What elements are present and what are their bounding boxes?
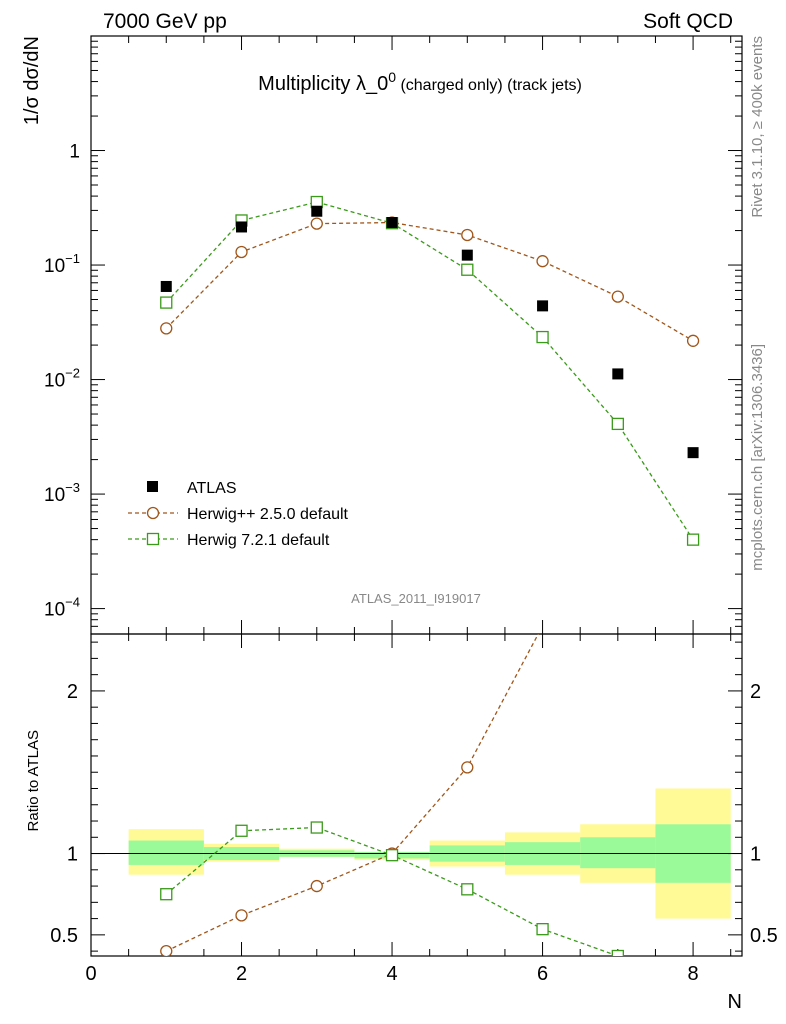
- atlas-point: [537, 300, 549, 312]
- herwigpp-line-top: [165, 221, 694, 342]
- herwig7-point-ratio: [310, 821, 323, 834]
- bottom-plot-frame: [90, 633, 743, 957]
- herwig7-point-ratio: [461, 883, 474, 896]
- herwig7-point-ratio: [235, 824, 248, 837]
- y-tick-label-bottom: 1: [67, 844, 78, 866]
- chart-title-sub: (charged only) (track jets): [396, 77, 582, 94]
- x-axis-label: N: [728, 991, 742, 1013]
- band-stat-1: [128, 840, 204, 865]
- y-tick-base: 10: [44, 256, 65, 277]
- y-tick-exponent: −3: [65, 480, 80, 495]
- y-axis-label-bottom: Ratio to ATLAS: [25, 730, 42, 831]
- herwig7-line-top: [165, 201, 694, 541]
- y-tick-base: 10: [44, 600, 65, 621]
- y-tick-label-bottom: 0.5: [50, 925, 78, 947]
- y-tick-label-top: 10−2: [44, 366, 80, 392]
- herwigpp-line-ratio: [165, 634, 539, 952]
- herwigpp-point-ratio: [235, 909, 248, 922]
- legend: ATLAS Herwig++ 2.5.0 default Herwig 7.2.…: [128, 480, 349, 549]
- y-tick-exponent: −2: [65, 366, 80, 381]
- herwig7-point-top: [536, 330, 549, 344]
- y-tick-label-bottom-right: 2: [750, 681, 761, 703]
- chart-title-superscript: 0: [388, 69, 396, 85]
- x-tick-label: 6: [537, 963, 548, 985]
- y-tick-label-top: 10−1: [44, 251, 80, 277]
- header-right-label: Soft QCD: [643, 10, 733, 33]
- x-tick-label: 8: [688, 963, 699, 985]
- legend-herwigpp-marker: [146, 506, 160, 520]
- main-plot-series: [160, 195, 700, 546]
- y-tick-base: 1: [69, 142, 80, 163]
- herwigpp-point-ratio: [461, 761, 474, 774]
- herwig7-point-top: [160, 296, 173, 309]
- atlas-point: [687, 447, 699, 459]
- herwig7-line-ratio: [165, 826, 620, 956]
- herwigpp-point-top: [536, 255, 549, 268]
- herwigpp-point-top: [160, 322, 173, 335]
- y-tick-exponent: −4: [65, 595, 80, 610]
- mcplots-label: mcplots.cern.ch [arXiv:1306.3436]: [749, 344, 766, 571]
- chart-title-main: Multiplicity λ_0: [258, 73, 388, 95]
- herwigpp-point-top: [310, 217, 323, 230]
- legend-atlas-label: ATLAS: [187, 480, 237, 497]
- herwigpp-point-top: [235, 245, 248, 259]
- herwigpp-point-top: [686, 334, 700, 347]
- y-tick-label-bottom: 2: [67, 681, 78, 703]
- herwig7-point-ratio: [611, 949, 624, 956]
- header-left-label: 7000 GeV pp: [103, 10, 227, 33]
- chart-title: Multiplicity λ_00 (charged only) (track …: [258, 69, 582, 95]
- axes: 0 2 4 6 810−410−310−210−110.5 0.51 12 2: [44, 35, 778, 985]
- y-tick-label-top: 10−3: [44, 480, 80, 506]
- atlas-point: [311, 205, 323, 217]
- atlas-point: [612, 368, 624, 380]
- herwig7-point-top: [686, 533, 700, 546]
- herwig7-point-ratio: [160, 888, 173, 901]
- y-tick-base: 10: [44, 371, 65, 392]
- x-tick-label: 4: [386, 963, 397, 985]
- analysis-id: ATLAS_2011_I919017: [351, 591, 481, 606]
- atlas-point: [160, 280, 172, 292]
- atlas-point: [236, 221, 248, 233]
- y-tick-label-top: 10−4: [44, 595, 80, 621]
- herwigpp-point-top: [611, 290, 624, 303]
- herwigpp-point-top: [461, 228, 474, 242]
- y-tick-exponent: −1: [65, 251, 80, 266]
- herwig7-point-top: [611, 417, 624, 431]
- y-tick-label-top: 1: [69, 142, 80, 163]
- atlas-point: [461, 249, 473, 261]
- legend-herwig7-label: Herwig 7.2.1 default: [187, 532, 330, 549]
- ratio-plot-series: [160, 634, 624, 956]
- herwig7-point-top: [461, 263, 474, 276]
- y-axis-label-top: 1/σ dσ/dN: [21, 36, 43, 125]
- rivet-label: Rivet 3.1.10, ≥ 400k events: [749, 36, 766, 218]
- legend-herwigpp-label: Herwig++ 2.5.0 default: [187, 506, 349, 523]
- herwig7-point-ratio: [536, 923, 549, 936]
- y-tick-base: 10: [44, 485, 65, 506]
- x-tick-label: 0: [85, 963, 96, 985]
- legend-herwig7-marker: [146, 532, 160, 546]
- legend-atlas-marker: [147, 481, 158, 492]
- band-stat-7: [580, 837, 656, 869]
- herwigpp-point-ratio: [160, 944, 173, 956]
- herwigpp-point-ratio: [310, 879, 323, 893]
- herwig7-point-ratio: [385, 849, 399, 862]
- y-tick-label-bottom-right: 1: [750, 844, 761, 866]
- atlas-point: [386, 217, 398, 229]
- y-tick-label-bottom-right: 0.5: [750, 925, 778, 947]
- x-tick-label: 2: [236, 963, 247, 985]
